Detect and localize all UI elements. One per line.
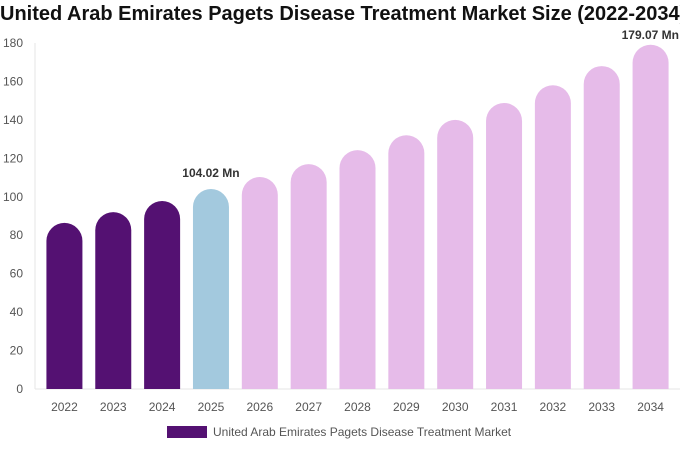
x-tick-label: 2025 [198, 400, 225, 414]
x-tick-label: 2034 [637, 400, 664, 414]
y-tick-label: 80 [10, 228, 24, 242]
bar-2023 [95, 212, 132, 389]
x-tick-label: 2030 [442, 400, 469, 414]
bar-2028 [339, 150, 376, 389]
bar-2026 [241, 176, 278, 389]
x-tick-label: 2026 [246, 400, 273, 414]
legend-swatch [167, 426, 207, 438]
y-tick-label: 0 [16, 382, 23, 396]
y-tick-label: 180 [3, 36, 23, 50]
x-tick-label: 2028 [344, 400, 371, 414]
bar-2030 [437, 119, 474, 389]
x-tick-label: 2033 [588, 400, 615, 414]
x-tick-label: 2032 [540, 400, 567, 414]
bar-2029 [388, 135, 425, 389]
bar-2031 [486, 102, 523, 390]
y-tick-label: 120 [3, 151, 23, 165]
y-tick-label: 60 [10, 267, 24, 281]
bar-2033 [583, 66, 620, 389]
y-tick-label: 140 [3, 113, 23, 127]
x-tick-label: 2022 [51, 400, 78, 414]
bar-2027 [290, 164, 327, 389]
x-tick-label: 2024 [149, 400, 176, 414]
legend: United Arab Emirates Pagets Disease Trea… [167, 425, 511, 439]
x-tick-label: 2031 [491, 400, 518, 414]
chart-title: United Arab Emirates Pagets Disease Trea… [0, 3, 680, 25]
y-tick-label: 100 [3, 190, 23, 204]
x-tick-label: 2029 [393, 400, 420, 414]
x-tick-label: 2023 [100, 400, 127, 414]
legend-label: United Arab Emirates Pagets Disease Trea… [213, 425, 512, 439]
bar-2032 [534, 85, 571, 390]
x-tick-label: 2027 [295, 400, 322, 414]
bar-2022 [46, 222, 83, 389]
y-tick-label: 20 [10, 344, 24, 358]
bar-2034 [632, 44, 669, 390]
bar-2025 [192, 189, 229, 389]
data-label: 179.07 Mn [622, 28, 679, 42]
y-tick-label: 40 [10, 305, 24, 319]
y-tick-label: 160 [3, 74, 23, 88]
bar-2024 [144, 201, 181, 389]
data-label: 104.02 Mn [182, 166, 239, 180]
